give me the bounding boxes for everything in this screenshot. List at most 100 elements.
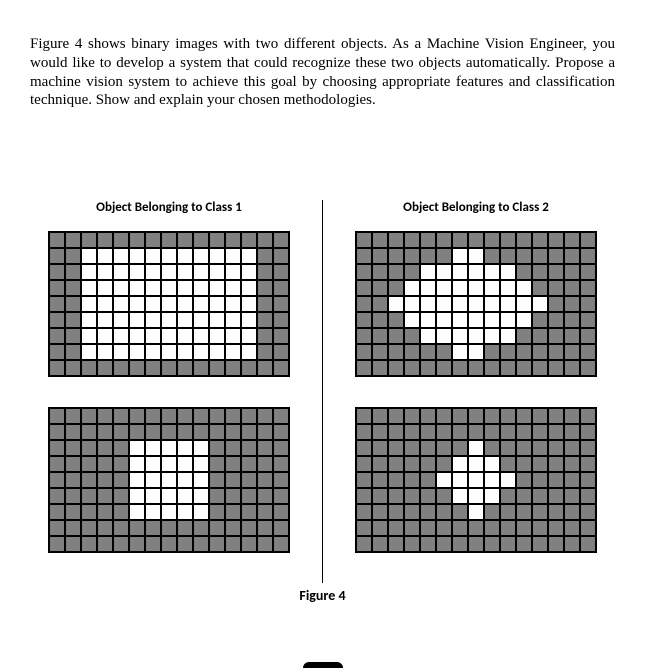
- pixel-cell: [273, 488, 289, 504]
- pixel-cell: [97, 360, 113, 376]
- pixel-cell: [452, 488, 468, 504]
- pixel-cell: [404, 360, 420, 376]
- pixel-cell: [580, 344, 596, 360]
- pixel-cell: [257, 504, 273, 520]
- pixel-cell: [65, 232, 81, 248]
- pixel-cell: [225, 488, 241, 504]
- pixel-cell: [532, 280, 548, 296]
- pixel-cell: [580, 296, 596, 312]
- pixel-cell: [372, 472, 388, 488]
- pixel-cell: [161, 504, 177, 520]
- pixel-cell: [161, 296, 177, 312]
- pixel-cell: [257, 472, 273, 488]
- pixel-cell: [356, 472, 372, 488]
- pixel-cell: [241, 520, 257, 536]
- pixel-cell: [404, 232, 420, 248]
- pixel-cell: [372, 520, 388, 536]
- pixel-cell: [356, 536, 372, 552]
- pixel-cell: [468, 248, 484, 264]
- pixel-cell: [436, 472, 452, 488]
- pixel-cell: [177, 488, 193, 504]
- pixel-cell: [177, 456, 193, 472]
- pixel-cell: [532, 328, 548, 344]
- pixel-cell: [532, 488, 548, 504]
- pixel-cell: [532, 264, 548, 280]
- pixel-cell: [65, 312, 81, 328]
- pixel-cell: [388, 232, 404, 248]
- pixel-cell: [404, 488, 420, 504]
- pixel-cell: [388, 360, 404, 376]
- pixel-cell: [532, 440, 548, 456]
- pixel-cell: [113, 328, 129, 344]
- pixel-cell: [356, 280, 372, 296]
- pixel-cell: [564, 264, 580, 280]
- pixel-cell: [193, 328, 209, 344]
- pixel-cell: [436, 536, 452, 552]
- pixel-cell: [420, 296, 436, 312]
- pixel-cell: [468, 232, 484, 248]
- pixel-cell: [500, 312, 516, 328]
- pixel-cell: [161, 408, 177, 424]
- pixel-cell: [273, 440, 289, 456]
- pixel-cell: [273, 360, 289, 376]
- pixel-cell: [161, 280, 177, 296]
- pixel-cell: [193, 360, 209, 376]
- pixel-cell: [49, 280, 65, 296]
- pixel-cell: [564, 488, 580, 504]
- pixel-cell: [548, 520, 564, 536]
- pixel-cell: [580, 488, 596, 504]
- pixel-cell: [257, 520, 273, 536]
- pixel-cell: [420, 248, 436, 264]
- pixel-cell: [241, 280, 257, 296]
- pixel-cell: [564, 440, 580, 456]
- pixel-cell: [484, 280, 500, 296]
- pixel-cell: [65, 520, 81, 536]
- pixel-cell: [145, 472, 161, 488]
- pixel-cell: [372, 504, 388, 520]
- pixel-cell: [193, 408, 209, 424]
- pixel-cell: [388, 328, 404, 344]
- pixel-cell: [273, 424, 289, 440]
- pixel-cell: [97, 328, 113, 344]
- pixel-cell: [81, 408, 97, 424]
- pixel-cell: [436, 424, 452, 440]
- pixel-cell: [177, 280, 193, 296]
- pixel-cell: [177, 360, 193, 376]
- pixel-cell: [209, 456, 225, 472]
- pixel-cell: [81, 536, 97, 552]
- pixel-cell: [161, 536, 177, 552]
- pixel-cell: [65, 264, 81, 280]
- pixel-cell: [257, 312, 273, 328]
- pixel-cell: [532, 520, 548, 536]
- pixel-cell: [420, 488, 436, 504]
- pixel-cell: [484, 360, 500, 376]
- pixel-cell: [420, 312, 436, 328]
- pixel-cell: [580, 520, 596, 536]
- pixel-cell: [532, 360, 548, 376]
- pixel-cell: [81, 264, 97, 280]
- pixel-cell: [516, 520, 532, 536]
- pixel-cell: [177, 408, 193, 424]
- pixel-cell: [81, 360, 97, 376]
- pixel-cell: [532, 536, 548, 552]
- pixel-cell: [484, 344, 500, 360]
- pixel-cell: [65, 456, 81, 472]
- pixel-cell: [356, 488, 372, 504]
- pixel-cell: [161, 440, 177, 456]
- pixel-cell: [257, 232, 273, 248]
- pixel-cell: [564, 232, 580, 248]
- pixel-cell: [145, 440, 161, 456]
- pixel-cell: [516, 328, 532, 344]
- pixel-cell: [468, 280, 484, 296]
- pixel-cell: [564, 344, 580, 360]
- pixel-cell: [564, 408, 580, 424]
- pixel-cell: [420, 520, 436, 536]
- pixel-cell: [500, 264, 516, 280]
- pixel-cell: [580, 472, 596, 488]
- pixel-cell: [241, 488, 257, 504]
- pixel-cell: [65, 296, 81, 312]
- pixel-cell: [81, 328, 97, 344]
- pixel-cell: [580, 312, 596, 328]
- pixel-cell: [484, 296, 500, 312]
- pixel-cell: [516, 312, 532, 328]
